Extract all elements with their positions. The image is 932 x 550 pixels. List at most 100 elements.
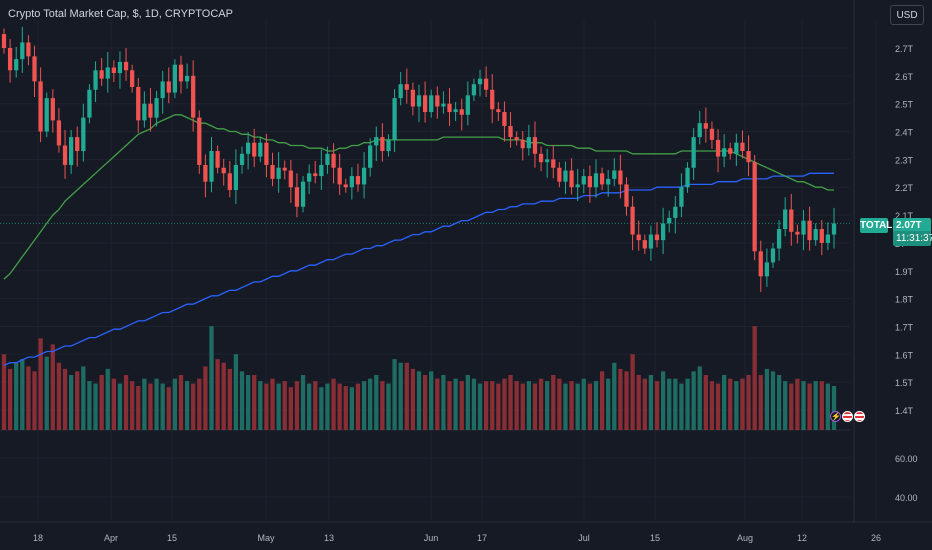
candlestick — [32, 45, 37, 98]
candle-body — [831, 223, 837, 235]
volume-bar — [337, 383, 342, 430]
candlestick — [349, 167, 355, 200]
volume-bar — [825, 383, 831, 430]
candlestick — [239, 146, 245, 174]
candlestick — [673, 196, 678, 234]
candlestick — [715, 129, 721, 173]
candlestick — [172, 59, 178, 99]
volume-bar — [130, 381, 135, 430]
candlestick — [667, 210, 672, 233]
candlestick — [20, 26, 25, 74]
volume-bar — [276, 383, 281, 430]
volume-bar — [307, 383, 312, 430]
candlestick — [758, 240, 763, 292]
last-price-tag: 2.07T — [893, 218, 931, 233]
us-flag-icon[interactable] — [842, 411, 853, 423]
volume-bar — [789, 383, 794, 430]
volume-bar — [642, 378, 647, 430]
y-tick-label: 1.7T — [895, 322, 914, 332]
candlestick — [459, 98, 464, 131]
candle-body — [746, 151, 751, 163]
volume-bar — [441, 375, 446, 430]
candle-body — [654, 234, 660, 241]
volume-bar — [783, 381, 788, 430]
candlestick — [62, 129, 68, 179]
volume-bar — [178, 375, 184, 430]
candlestick — [429, 89, 434, 118]
candle-body — [404, 84, 409, 90]
candlestick — [44, 92, 49, 138]
y-tick-label: 1.4T — [895, 406, 914, 416]
candle-body — [44, 98, 49, 132]
candlestick — [722, 134, 727, 168]
candlestick — [776, 220, 782, 261]
candlestick — [87, 84, 92, 124]
volume-bar — [636, 375, 641, 430]
volume-bar — [361, 381, 367, 430]
volume-bar — [93, 383, 98, 430]
candle-body — [349, 176, 355, 188]
candlestick — [483, 66, 489, 98]
volume-bar — [14, 362, 19, 430]
candle-body — [227, 173, 232, 191]
volume-bar — [300, 375, 306, 430]
candlestick — [679, 173, 684, 218]
candle-body — [123, 61, 129, 71]
candle-body — [392, 98, 397, 140]
candlestick — [441, 91, 446, 114]
candlestick — [56, 108, 62, 153]
price-axis[interactable]: 2.7T2.6T2.5T2.4T2.3T2.2T2.1T2T1.9T1.8T1.… — [895, 44, 918, 503]
candle-body — [679, 187, 684, 207]
candle-body — [374, 137, 379, 146]
lightning-icon[interactable]: ⚡ — [830, 411, 841, 423]
candle-body — [807, 220, 812, 241]
candlestick — [136, 78, 141, 133]
volume-bar — [404, 362, 409, 430]
volume-bar — [807, 383, 812, 430]
candlestick — [319, 149, 324, 191]
candle-body — [618, 170, 623, 185]
volume-bar — [75, 371, 80, 430]
candlestick — [465, 81, 470, 126]
x-tick-label: Apr — [104, 533, 118, 543]
volume-bar — [740, 378, 745, 430]
candlestick — [490, 74, 495, 124]
volume-bar — [111, 378, 116, 430]
candle-body — [697, 123, 702, 138]
volume-bar — [7, 368, 13, 430]
y-tick-label: 1.5T — [895, 378, 914, 388]
volume-bar — [392, 359, 397, 430]
candlestick — [123, 48, 129, 81]
time-axis[interactable]: 18 Apr 15 May 13 Jun 17 Jul 15 Aug 12 26 — [33, 533, 881, 543]
candlestick — [819, 220, 824, 256]
candle-body — [770, 248, 776, 263]
volume-bar — [422, 375, 428, 430]
candle-body — [252, 142, 257, 157]
candle-body — [191, 75, 196, 118]
candlestick — [654, 222, 660, 248]
candlestick — [191, 60, 196, 132]
candle-body — [62, 145, 68, 165]
candlestick — [514, 131, 519, 146]
candlestick — [203, 154, 208, 198]
candle-body — [612, 170, 617, 179]
candle-body — [465, 95, 470, 115]
volume-bar — [81, 366, 86, 430]
candlestick — [660, 207, 666, 255]
candle-body — [148, 103, 153, 118]
volume-bar — [270, 378, 275, 430]
us-flag-icon[interactable] — [854, 411, 865, 423]
candle-body — [136, 86, 141, 121]
candlestick — [197, 110, 202, 174]
y-tick-label: 2.4T — [895, 128, 914, 138]
volume-bar — [191, 383, 196, 430]
candlestick — [685, 162, 690, 193]
candlestick — [374, 126, 379, 162]
candlesticks — [1, 26, 837, 292]
volume-bar — [453, 378, 458, 430]
candle-body — [75, 137, 80, 152]
volume-bar — [728, 378, 733, 430]
currency-selector[interactable]: USD — [890, 5, 924, 25]
candlestick — [368, 138, 373, 177]
